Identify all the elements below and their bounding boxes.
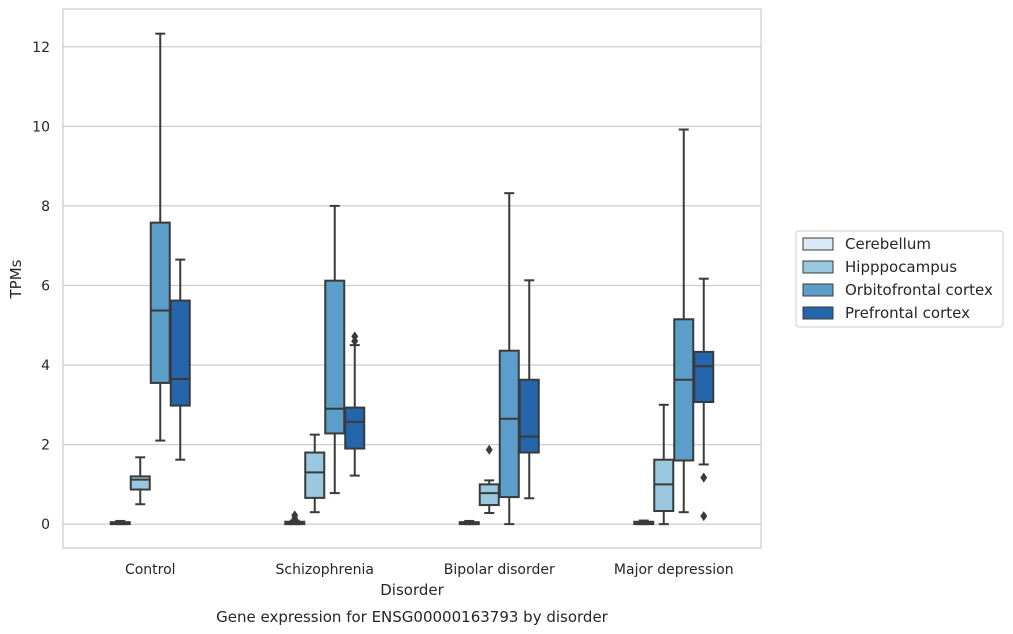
box — [458, 519, 480, 526]
y-axis-ticks: 0 2 4 6 8 10 12 — [32, 40, 50, 533]
y-tick-label: 10 — [32, 119, 50, 135]
y-tick-label: 4 — [41, 358, 50, 374]
box — [673, 128, 695, 514]
x-axis-ticks: Control Schizophrenia Bipolar disorder Majo… — [125, 562, 734, 578]
legend-swatch-orbitofrontal — [802, 283, 834, 297]
y-tick-label: 12 — [32, 40, 50, 56]
box — [633, 519, 655, 526]
y-tick-label: 0 — [41, 517, 50, 533]
box — [653, 403, 675, 526]
outlier-point — [700, 472, 708, 483]
box — [109, 519, 131, 526]
outlier-point — [485, 444, 493, 455]
outlier-point — [291, 510, 299, 521]
legend-swatch-prefrontal — [802, 306, 834, 320]
x-tick-label: Major depression — [614, 562, 734, 578]
box-series — [109, 32, 715, 526]
box — [324, 204, 346, 495]
legend: Cerebellum Hipppocampus Orbitofrontal co… — [795, 230, 1004, 328]
box-body — [169, 299, 191, 407]
box-body — [324, 279, 346, 435]
box — [518, 279, 540, 500]
box-body — [673, 318, 695, 462]
box-body — [129, 475, 151, 491]
box-body — [518, 378, 540, 454]
outlier-point — [700, 511, 708, 522]
box — [129, 456, 151, 506]
x-tick-label: Control — [125, 562, 176, 578]
x-axis-title: Disorder — [380, 581, 444, 599]
box — [498, 192, 520, 526]
y-tick-label: 6 — [41, 278, 50, 294]
box-body — [344, 406, 366, 450]
box — [304, 433, 326, 514]
box-body — [149, 221, 171, 384]
box — [169, 258, 191, 461]
y-tick-label: 8 — [41, 199, 50, 215]
legend-label-prefrontal: Prefrontal cortex — [845, 304, 970, 322]
box — [284, 510, 306, 526]
legend-swatch-cerebellum — [802, 237, 834, 251]
legend-label-orbitofrontal: Orbitofrontal cortex — [845, 281, 993, 299]
x-tick-label: Bipolar disorder — [444, 562, 555, 578]
chart-title: Gene expression for ENSG00000163793 by d… — [216, 608, 609, 626]
box — [149, 32, 171, 442]
legend-frame — [795, 230, 1004, 328]
box-body — [498, 349, 520, 499]
legend-label-hippocampus: Hipppocampus — [845, 258, 957, 276]
box-body — [304, 451, 326, 499]
outlier-point — [351, 331, 359, 342]
legend-label-cerebellum: Cerebellum — [845, 235, 931, 253]
plot-frame — [62, 8, 762, 549]
box — [344, 331, 366, 477]
y-axis-title: TPMs — [7, 259, 25, 299]
x-tick-label: Schizophrenia — [276, 562, 374, 578]
legend-swatch-hippocampus — [802, 260, 834, 274]
box-body — [478, 483, 500, 507]
box — [478, 444, 500, 514]
y-tick-label: 2 — [41, 438, 50, 454]
box — [693, 277, 715, 522]
box-body — [693, 350, 715, 404]
